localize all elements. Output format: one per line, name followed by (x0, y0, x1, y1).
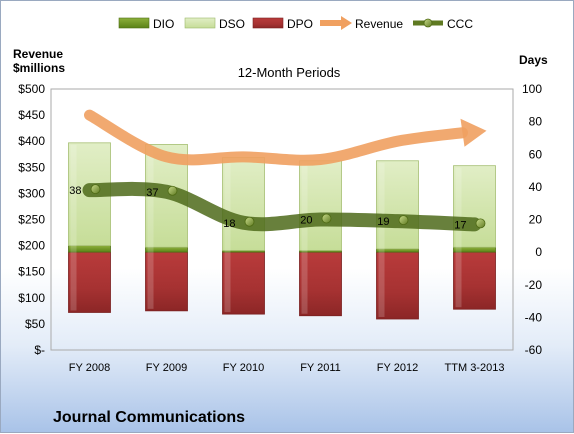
legend-label-dso: DSO (219, 17, 245, 31)
bar-dso (222, 157, 265, 251)
legend-label-revenue: Revenue (355, 17, 403, 31)
ccc-data-label: 19 (377, 216, 389, 228)
ccc-point (321, 213, 332, 224)
right-tick-label: 60 (529, 147, 543, 161)
right-tick-label: 100 (522, 82, 542, 96)
left-axis-title-line2: $millions (13, 61, 65, 75)
left-tick-label: $250 (18, 213, 45, 227)
legend: DIO DSO DPO Revenue CCC (118, 16, 473, 31)
left-axis-ticks: $- $50 $100 $150 $200 $250 $300 $350 $400 $450 $50… (18, 82, 45, 357)
ccc-data-label: 37 (146, 187, 158, 199)
bar-highlight (301, 162, 308, 314)
ccc-layer: 38 37 18 20 19 17 (69, 181, 486, 232)
category-label: FY 2008 (69, 362, 110, 374)
bar-dso (376, 160, 419, 250)
legend-label-dio: DIO (153, 17, 174, 31)
revenue-arrowhead (460, 118, 487, 147)
bar-dso (299, 160, 342, 251)
ccc-point (398, 215, 409, 226)
chart-title: 12-Month Periods (238, 65, 341, 80)
right-tick-label: -20 (525, 278, 543, 292)
left-tick-label: $300 (18, 186, 45, 200)
category-label: FY 2011 (300, 362, 341, 374)
bars-layer (68, 142, 496, 320)
right-tick-label: 40 (529, 180, 543, 194)
bar-highlight (455, 167, 462, 308)
bar-highlight (147, 146, 154, 309)
category-label: FY 2009 (146, 362, 187, 374)
bar-dpo (68, 251, 111, 313)
left-axis-title-line1: Revenue (13, 47, 63, 61)
legend-swatch-ccc (413, 18, 443, 28)
category-label: FY 2010 (223, 362, 264, 374)
bar-highlight (378, 162, 385, 318)
right-axis-title: Days (519, 53, 548, 67)
category-label: FY 2012 (377, 362, 418, 374)
left-tick-label: $500 (18, 82, 45, 96)
ccc-data-label: 18 (223, 218, 235, 230)
right-tick-label: -40 (525, 310, 543, 324)
left-tick-label: $150 (18, 265, 45, 279)
category-labels: FY 2008 FY 2009 FY 2010 FY 2011 FY 2012 TTM 3… (69, 362, 505, 374)
bar-dpo (376, 251, 419, 320)
category-label: TTM 3-2013 (445, 362, 505, 374)
legend-label-dpo: DPO (287, 17, 313, 31)
left-tick-label: $- (34, 343, 45, 357)
bar-dpo (222, 251, 265, 315)
left-tick-label: $50 (25, 317, 45, 331)
legend-label-ccc: CCC (447, 17, 473, 31)
revenue-line (84, 109, 468, 166)
right-tick-label: 0 (535, 245, 542, 259)
legend-swatch-revenue (320, 16, 352, 30)
left-tick-label: $200 (18, 239, 45, 253)
plot-area (50, 88, 514, 351)
legend-swatch-dpo (252, 17, 284, 29)
ccc-point (475, 218, 486, 229)
right-tick-label: 20 (529, 213, 543, 227)
ccc-point (167, 185, 178, 196)
bar-highlight (224, 159, 231, 313)
ccc-data-label: 17 (454, 219, 466, 231)
legend-swatch-dio (118, 17, 150, 29)
right-axis-ticks: -60 -40 -20 0 20 40 60 80 100 (522, 82, 542, 357)
bar-dpo (299, 251, 342, 317)
ccc-data-label: 20 (300, 215, 312, 227)
right-tick-label: -60 (525, 343, 543, 357)
left-tick-label: $100 (18, 291, 45, 305)
bar-highlight (70, 144, 77, 311)
bar-dpo (453, 251, 496, 310)
right-tick-label: 80 (529, 115, 543, 129)
left-tick-label: $450 (18, 108, 45, 122)
left-tick-label: $400 (18, 134, 45, 148)
left-tick-label: $350 (18, 160, 45, 174)
ccc-point (90, 184, 101, 195)
ccc-data-label: 38 (69, 185, 81, 197)
legend-swatch-dso (184, 17, 216, 29)
ccc-point (244, 216, 255, 227)
revenue-layer (84, 109, 487, 166)
bar-dso (453, 165, 496, 248)
company-name: Journal Communications (53, 409, 245, 426)
